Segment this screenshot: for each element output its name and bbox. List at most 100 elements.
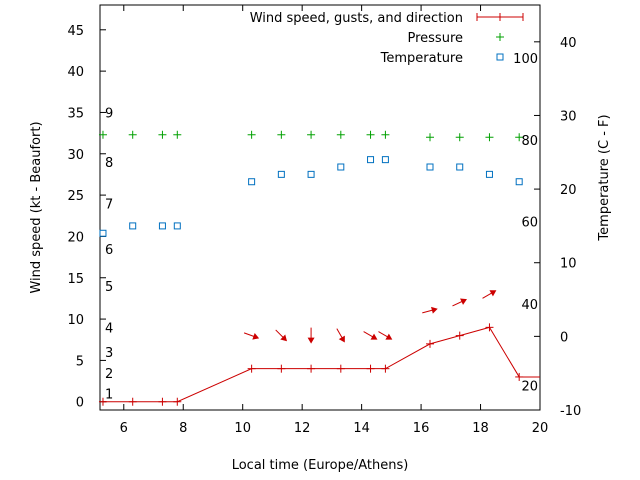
legend-label: Wind speed, gusts, and direction	[250, 11, 463, 26]
y2-tick-label: 0	[560, 330, 568, 345]
wind-point	[247, 364, 256, 373]
temperature-point	[456, 163, 464, 171]
y-tick-label: 45	[67, 24, 84, 39]
plot-area	[99, 4, 541, 411]
wind-direction-arrow	[336, 328, 345, 343]
fahrenheit-label: 100	[513, 52, 538, 67]
y-tick-label: 20	[67, 230, 84, 245]
x-tick-label: 14	[353, 421, 370, 436]
y-tick-label: 0	[76, 396, 84, 411]
y2-tick-label: 20	[560, 183, 577, 198]
wind-point	[173, 397, 182, 406]
beaufort-label: 5	[105, 280, 113, 295]
wind-point	[485, 323, 494, 332]
y-tick-label: 15	[67, 272, 84, 287]
beaufort-label: 4	[105, 321, 113, 336]
wind-point	[381, 364, 390, 373]
wind-point	[366, 364, 375, 373]
pressure-point	[173, 130, 182, 139]
temperature-point	[515, 178, 523, 186]
beaufort-label: 7	[105, 197, 113, 212]
legend-label: Temperature	[380, 51, 463, 66]
pressure-point	[366, 130, 375, 139]
x-axis-label: Local time (Europe/Athens)	[232, 458, 409, 473]
fahrenheit-label: 40	[521, 298, 538, 313]
temperature-point	[99, 229, 107, 237]
temperature-point	[426, 163, 434, 171]
wind-direction-arrow	[378, 331, 393, 340]
pressure-point	[381, 130, 390, 139]
pressure-point	[247, 130, 256, 139]
wind-direction-arrow	[452, 298, 467, 307]
fahrenheit-label: 80	[521, 134, 538, 149]
temperature-point	[158, 222, 166, 230]
legend: Wind speed, gusts, and direction Pressure…	[250, 11, 524, 66]
wind-direction-arrow	[307, 327, 315, 344]
x-tick-label: 6	[120, 421, 128, 436]
wind-point	[455, 331, 464, 340]
pressure-point	[158, 130, 167, 139]
beaufort-label: 6	[105, 243, 113, 258]
wind-direction-arrow	[243, 332, 260, 340]
temperature-point	[337, 163, 345, 171]
y-tick-label: 35	[67, 106, 84, 121]
temperature-point	[381, 156, 389, 164]
pressure-point	[277, 130, 286, 139]
temperature-point	[307, 170, 315, 178]
series-layer	[98, 130, 540, 406]
y2-tick-label: 30	[560, 109, 577, 124]
fahrenheit-label: 60	[521, 215, 538, 230]
temperature-point	[129, 222, 137, 230]
wind-point	[426, 339, 434, 348]
x-tick-label: 20	[532, 421, 549, 436]
y-axis-label: Wind speed (kt - Beaufort)	[29, 121, 44, 293]
wind-point	[128, 397, 137, 406]
wind-direction-arrow	[422, 306, 438, 314]
pressure-point	[515, 133, 524, 142]
beaufort-label: 3	[105, 346, 113, 361]
y2-tick-label: 40	[560, 36, 577, 51]
x-tick-label: 12	[294, 421, 311, 436]
temperature-point	[367, 156, 375, 164]
x-tick-label: 10	[234, 421, 251, 436]
x-tick-label: 18	[472, 421, 489, 436]
x-tick-label: 8	[179, 421, 187, 436]
y-tick-label: 25	[67, 189, 84, 204]
x-tick-label: 16	[413, 421, 430, 436]
wind-point	[277, 364, 286, 373]
plot-frame	[99, 4, 541, 411]
y2-tick-label: -10	[560, 404, 581, 419]
wind-point	[336, 364, 345, 373]
y-tick-label: 10	[67, 313, 84, 328]
pressure-point	[485, 133, 494, 142]
beaufort-label: 9	[105, 106, 113, 121]
y2-tick-label: 10	[560, 257, 577, 272]
temperature-point	[485, 170, 493, 178]
wind-direction-arrow	[275, 329, 288, 342]
beaufort-label: 1	[105, 387, 113, 402]
pressure-point	[307, 130, 316, 139]
wind-direction-arrow	[363, 331, 378, 340]
wind-point	[158, 397, 167, 406]
y-tick-label: 5	[76, 354, 84, 369]
wind-point	[98, 397, 107, 406]
temperature-point	[248, 178, 256, 186]
y-tick-label: 30	[67, 148, 84, 163]
y2-axis-label: Temperature (C - F)	[597, 114, 612, 241]
legend-swatch	[496, 53, 504, 61]
legend-label: Pressure	[407, 31, 463, 46]
wind-point	[307, 364, 316, 373]
pressure-point	[128, 130, 137, 139]
beaufort-label: 8	[105, 156, 113, 171]
pressure-point	[98, 130, 107, 139]
y-tick-label: 40	[67, 65, 84, 80]
pressure-point	[426, 133, 434, 142]
pressure-point	[455, 133, 464, 142]
fahrenheit-label: 20	[521, 380, 538, 395]
temperature-point	[277, 170, 285, 178]
temperature-point	[173, 222, 181, 230]
wind-direction-arrow	[482, 290, 497, 299]
pressure-point	[336, 130, 345, 139]
